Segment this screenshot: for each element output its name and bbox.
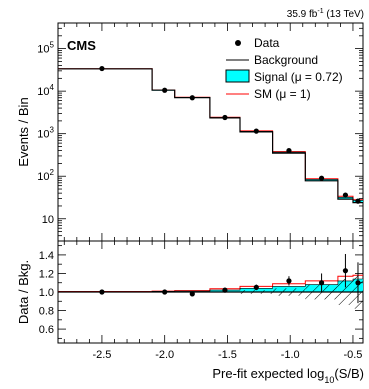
ratio-y-tick-label: 1.2 [39, 268, 54, 280]
ratio-y-axis-label: Data / Bkg. [16, 260, 31, 324]
ratio-y-tick-label: 0.6 [39, 324, 54, 336]
legend-data-marker [235, 40, 241, 46]
x-tick-label: -0.5 [343, 349, 362, 361]
ratio-data-point [286, 278, 292, 284]
data-point [99, 65, 105, 72]
legend-signal-swatch [225, 69, 250, 83]
x-tick-label: -2.0 [155, 349, 174, 361]
ratio-data-point [99, 289, 105, 295]
data-point [222, 114, 228, 121]
ratio-panel: Data / Bkg. 0.6 0.8 1.0 1.2 1.4 -2.5 -2.0 -1.5 -… [16, 240, 364, 385]
ratio-data-point [162, 289, 168, 295]
main-y-tick-label: 102 [37, 168, 54, 183]
cms-label: CMS [67, 38, 96, 53]
main-y-tick-label: 105 [37, 41, 54, 56]
data-point [355, 198, 361, 204]
x-tick-label: -1.0 [281, 349, 300, 361]
data-point [286, 148, 292, 154]
ratio-y-tick-label: 1.0 [39, 287, 54, 299]
legend-background-label: Background [254, 53, 318, 67]
ratio-y-tick-label: 1.4 [39, 250, 54, 262]
main-y-tick-label: 104 [37, 83, 54, 98]
ratio-data-point [318, 280, 325, 286]
data-point [318, 175, 325, 181]
ratio-data-point [355, 280, 361, 286]
data-point [162, 87, 168, 93]
signal-bin [337, 197, 353, 200]
main-y-tick-label: 10 [42, 214, 54, 226]
legend: Data Background Signal (μ = 0.72) SM (μ … [225, 36, 343, 101]
ratio-data-point [222, 287, 228, 293]
x-tick-label: -1.5 [218, 349, 237, 361]
ratio-data-point [189, 291, 195, 297]
ratio-data-point [342, 268, 349, 274]
data-point [253, 128, 259, 134]
x-axis-label: Pre-fit expected log10(S/B) [212, 366, 364, 385]
background-histogram-line [58, 68, 363, 204]
x-tick-label: -2.5 [92, 349, 111, 361]
main-panel: CMS Events / Bin 10 102 103 104 105 Data Bac… [16, 22, 364, 242]
data-point [189, 95, 195, 101]
ratio-data-point [253, 284, 259, 290]
lumi-label: 35.9 fb-1 (13 TeV) [287, 8, 364, 20]
data-point [342, 192, 349, 198]
legend-data-label: Data [254, 36, 280, 50]
legend-sm-label: SM (μ = 1) [254, 87, 311, 101]
legend-signal-label: Signal (μ = 0.72) [254, 70, 343, 84]
ratio-y-tick-label: 0.8 [39, 306, 54, 318]
main-y-tick-label: 103 [37, 126, 54, 141]
main-y-axis-label: Events / Bin [16, 97, 31, 166]
